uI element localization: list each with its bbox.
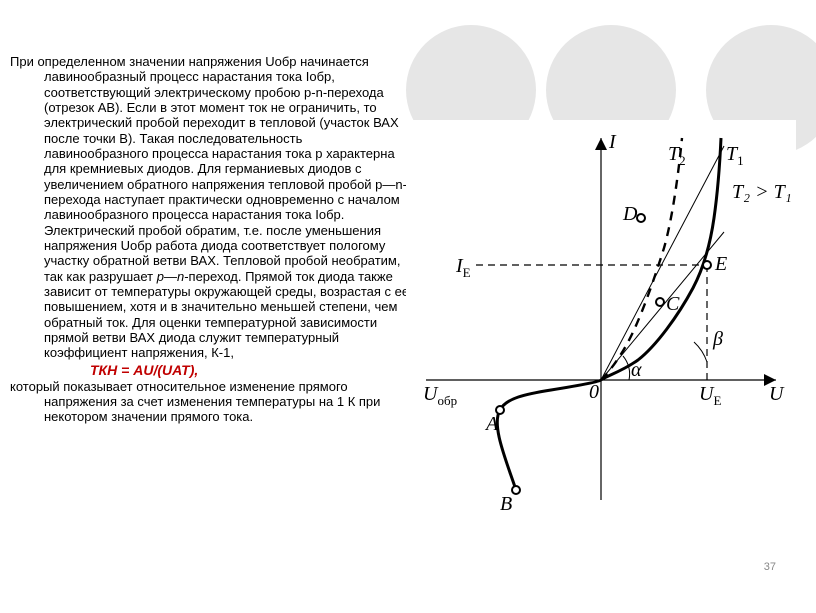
- label-IE: IE: [455, 255, 471, 280]
- label-E: E: [714, 253, 727, 275]
- axes: [426, 138, 776, 500]
- marker-points: [496, 214, 711, 494]
- closing-paragraph: который показывает относительное изменен…: [10, 379, 410, 425]
- label-B: B: [500, 493, 512, 515]
- label-zero: 0: [589, 381, 599, 403]
- body-text: При определенном значении напряжения Uоб…: [10, 54, 410, 425]
- label-beta: β: [712, 328, 723, 350]
- t2-curve: [601, 138, 682, 380]
- main-iv-curve: [497, 138, 721, 490]
- label-A: A: [484, 413, 499, 435]
- label-alpha: α: [631, 359, 642, 381]
- iv-curve-svg: I U 0 Uобр IE UE α β A B C D E T1 T2 T₂ …: [406, 120, 796, 520]
- label-Uobr: Uобр: [423, 383, 457, 408]
- main-paragraph: При определенном значении напряжения Uоб…: [10, 54, 410, 361]
- label-T1: T1: [726, 143, 744, 168]
- label-T2: T2: [668, 143, 686, 168]
- label-ineq: T₂ > T₁: [732, 181, 792, 203]
- label-I: I: [608, 131, 617, 153]
- iv-curve-figure: I U 0 Uобр IE UE α β A B C D E T1 T2 T₂ …: [406, 120, 796, 520]
- label-C: C: [666, 293, 680, 315]
- text-run: При определенном значении напряжения Uоб…: [10, 54, 407, 284]
- label-D: D: [622, 203, 638, 225]
- formula: ТКН = AU/(UAT),: [10, 362, 410, 378]
- page-number: 37: [764, 561, 776, 573]
- label-U: U: [769, 383, 785, 405]
- text-em: р—n: [157, 269, 184, 284]
- beta-arc: [694, 342, 707, 362]
- label-UE: UE: [699, 383, 721, 408]
